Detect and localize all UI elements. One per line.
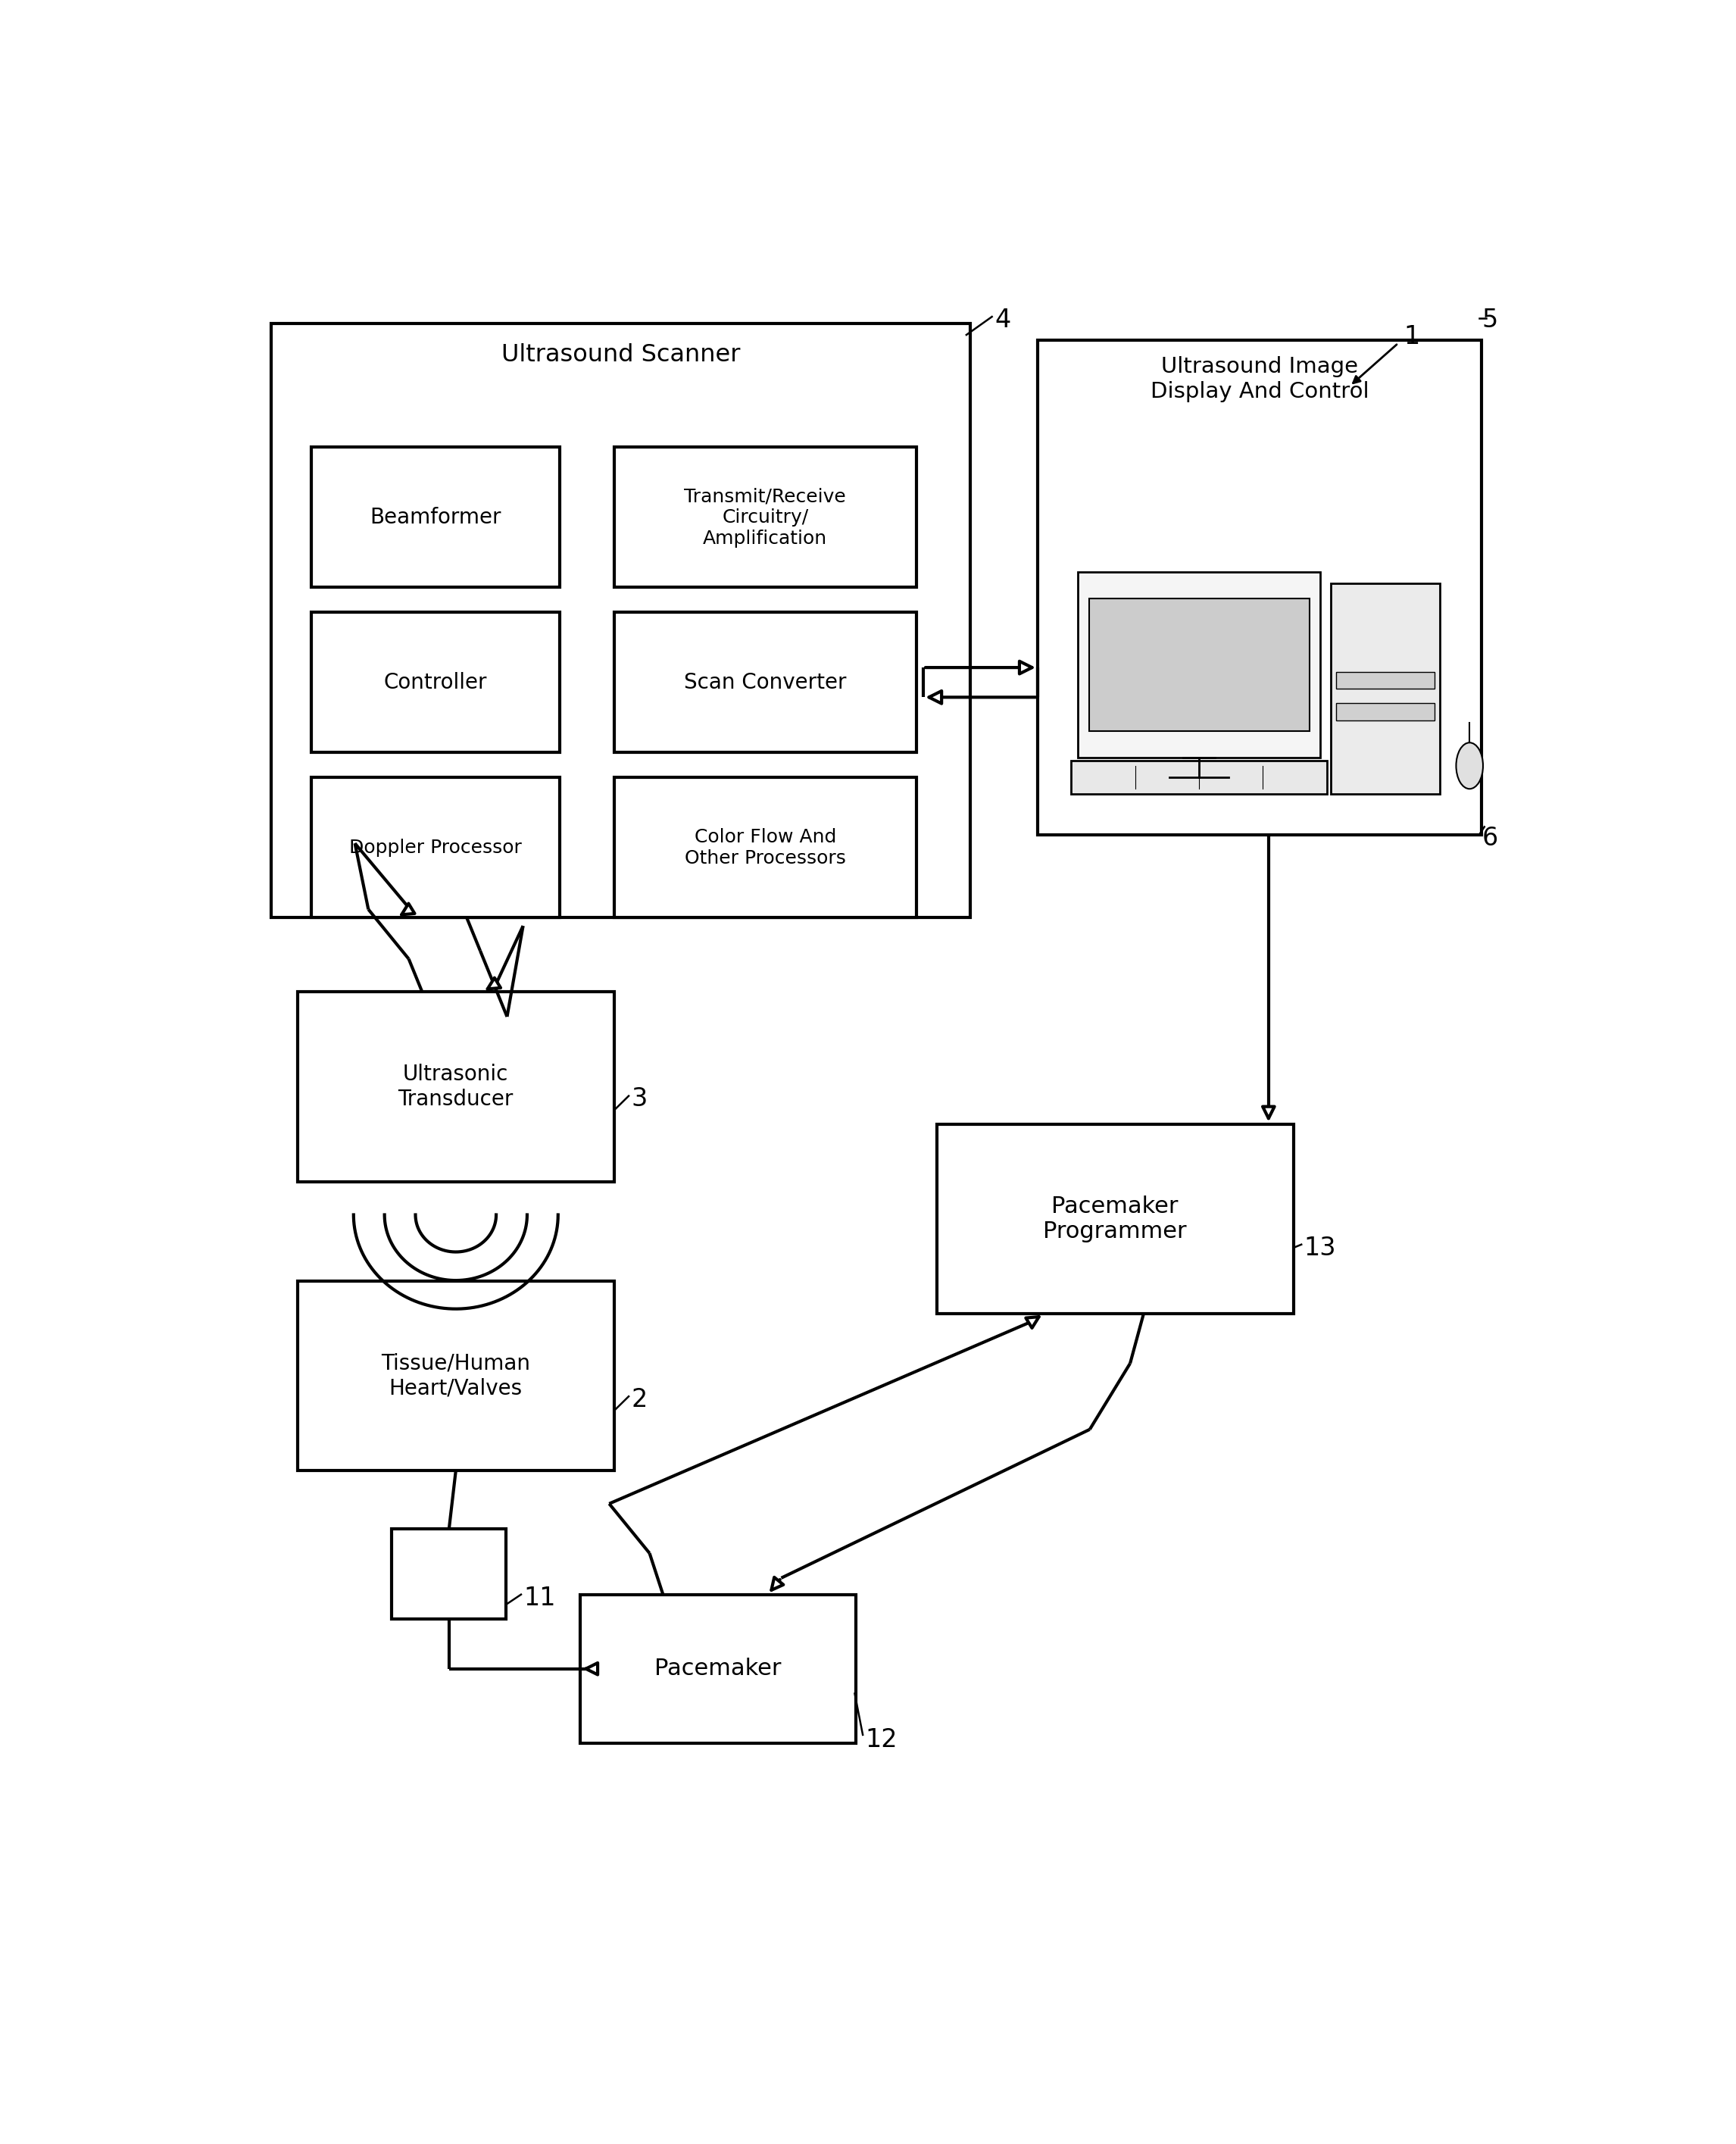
Text: Beamformer: Beamformer [370,506,502,527]
Text: 4: 4 [995,307,1010,332]
Text: Transmit/Receive
Circuitry/
Amplification: Transmit/Receive Circuitry/ Amplificatio… [684,487,845,547]
FancyBboxPatch shape [615,448,917,587]
Text: 3: 3 [632,1087,648,1113]
FancyBboxPatch shape [1071,761,1326,793]
Text: 11: 11 [524,1584,556,1610]
FancyBboxPatch shape [1038,339,1483,834]
Text: Pacemaker: Pacemaker [654,1657,781,1679]
Text: 13: 13 [1304,1235,1337,1261]
Text: 2: 2 [632,1387,648,1413]
FancyBboxPatch shape [580,1595,856,1743]
FancyBboxPatch shape [311,448,561,587]
FancyBboxPatch shape [1337,671,1434,688]
Text: Tissue/Human
Heart/Valves: Tissue/Human Heart/Valves [382,1353,531,1398]
Text: Color Flow And
Other Processors: Color Flow And Other Processors [684,828,845,866]
Text: Doppler Processor: Doppler Processor [349,838,523,858]
FancyBboxPatch shape [311,778,561,918]
FancyBboxPatch shape [311,613,561,753]
Text: Ultrasound Scanner: Ultrasound Scanner [502,343,740,367]
FancyBboxPatch shape [615,778,917,918]
Text: 1: 1 [1404,324,1420,349]
FancyBboxPatch shape [1332,583,1439,793]
Text: 12: 12 [866,1728,898,1752]
Ellipse shape [1457,742,1483,789]
FancyBboxPatch shape [1088,598,1309,731]
FancyBboxPatch shape [299,993,615,1181]
FancyBboxPatch shape [392,1529,507,1619]
Text: Pacemaker
Programmer: Pacemaker Programmer [1043,1194,1187,1244]
Text: Ultrasonic
Transducer: Ultrasonic Transducer [398,1063,514,1111]
FancyBboxPatch shape [271,324,970,918]
Text: 6: 6 [1483,825,1498,851]
Text: 5: 5 [1483,307,1498,332]
Text: Scan Converter: Scan Converter [684,671,847,693]
Text: Ultrasound Image
Display And Control: Ultrasound Image Display And Control [1151,356,1370,403]
FancyBboxPatch shape [1337,703,1434,720]
FancyBboxPatch shape [937,1123,1293,1314]
FancyBboxPatch shape [299,1280,615,1471]
FancyBboxPatch shape [1078,572,1319,757]
FancyBboxPatch shape [615,613,917,753]
Text: Controller: Controller [384,671,488,693]
